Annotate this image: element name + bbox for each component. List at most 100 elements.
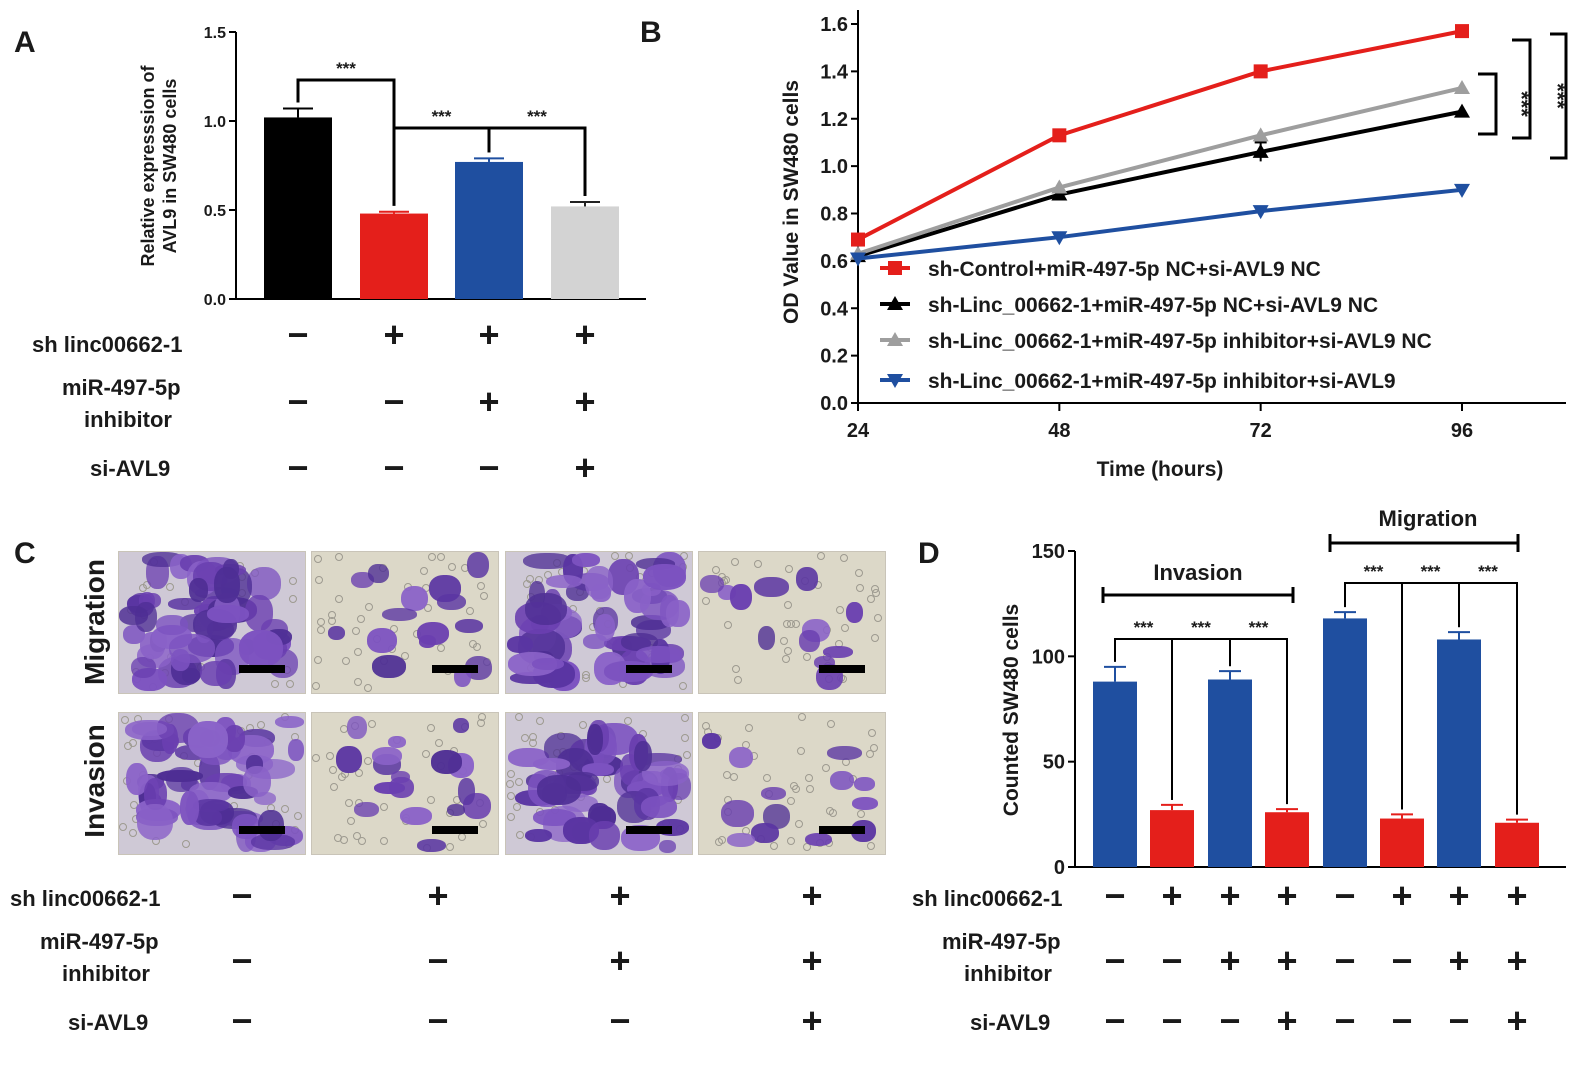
membrane-pore	[712, 566, 720, 574]
panel-b-series-line	[857, 187, 1463, 261]
membrane-pore	[829, 809, 837, 817]
stained-cell	[239, 630, 283, 667]
scale-bar	[819, 665, 865, 673]
stained-cell	[388, 736, 406, 748]
stained-cell	[643, 564, 686, 590]
membrane-pore	[294, 812, 302, 820]
panel-b-xtick-label: 24	[847, 420, 870, 442]
stained-cell	[419, 635, 436, 648]
membrane-pore	[754, 560, 762, 568]
panel-a-sign-mir: +	[478, 381, 499, 422]
membrane-pore	[480, 592, 488, 600]
panel-d-row-label-si: si-AVL9	[970, 1010, 1050, 1035]
panel-a-chart: 0.0 0.5 1.0 1.5 *** *** *** Relative expresssi…	[32, 25, 646, 488]
stained-cell	[157, 770, 203, 782]
membrane-pore	[840, 554, 848, 562]
panel-d-plot: 0 50 100 150 *** *** *** *** *** *** Invasion Migra…	[1032, 506, 1566, 879]
stained-cell	[374, 782, 405, 794]
panel-a-bar	[455, 161, 523, 299]
membrane-pore	[866, 750, 874, 758]
stained-cell	[140, 632, 165, 659]
membrane-pore	[529, 739, 537, 747]
panel-b-data-point	[851, 232, 865, 247]
membrane-pore	[770, 842, 778, 850]
stained-cell	[546, 575, 582, 588]
membrane-pore	[289, 595, 297, 603]
stained-cell	[180, 791, 199, 825]
membrane-pore	[515, 778, 523, 786]
panel-d-significance-label: ***	[1191, 618, 1211, 637]
panel-b-ytick-label: 0.0	[820, 393, 848, 415]
stained-cell	[827, 746, 862, 760]
panel-c-sign-mir: −	[231, 940, 252, 981]
panel-a-sign-si: +	[574, 447, 595, 488]
microscopy-image-invasion	[505, 712, 693, 855]
stained-cell	[382, 608, 417, 621]
microscopy-image-invasion	[698, 712, 886, 855]
panel-d-sign-sh: +	[1276, 875, 1297, 916]
membrane-pore	[734, 676, 742, 684]
panel-d-sign-mir: −	[1161, 940, 1182, 981]
stained-cell	[372, 747, 402, 765]
panel-b-xtick-label: 72	[1250, 420, 1272, 442]
membrane-pore	[513, 803, 521, 811]
panel-d-sign-sh: +	[1506, 875, 1527, 916]
panel-d-bar	[1150, 810, 1194, 867]
membrane-pore	[780, 637, 788, 645]
panel-a-plot: 0.0 0.5 1.0 1.5 *** *** ***	[204, 25, 646, 309]
panel-d-bar	[1093, 681, 1137, 867]
panel-d-sign-mir: +	[1506, 940, 1527, 981]
panel-c-row-label-mir-1: miR-497-5p	[40, 929, 159, 954]
microscopy-image-migration	[311, 551, 499, 694]
membrane-pore	[526, 575, 534, 583]
panel-d-sign-sh: −	[1104, 875, 1125, 916]
panel-d-sign-si: −	[1161, 1000, 1182, 1041]
panel-d-sign-sh: −	[1334, 875, 1355, 916]
scale-bar	[239, 826, 285, 834]
panel-a-sign-sh: −	[287, 314, 308, 355]
membrane-pore	[401, 652, 409, 660]
membrane-pore	[182, 840, 190, 848]
panel-c-sign-mir: −	[427, 940, 448, 981]
stained-cell	[275, 716, 304, 728]
stained-cell	[467, 552, 489, 578]
membrane-pore	[448, 563, 456, 571]
panel-d-sign-si: −	[1219, 1000, 1240, 1041]
membrane-pore	[507, 792, 515, 800]
panel-a-sign-sh: +	[574, 314, 595, 355]
stained-cell	[727, 833, 755, 847]
stained-cell	[429, 575, 461, 602]
membrane-pore	[731, 558, 739, 566]
stained-cell	[572, 553, 600, 567]
panel-a-row-label-si: si-AVL9	[90, 456, 170, 481]
membrane-pore	[798, 713, 806, 721]
scale-bar	[626, 826, 672, 834]
stained-cell	[207, 605, 249, 623]
microscopy-image-invasion	[118, 712, 306, 855]
stained-cell	[417, 839, 446, 852]
panel-a-ylabel-line1: Relative expresssion of	[138, 64, 158, 266]
microscopy-image-migration	[118, 551, 306, 694]
membrane-pore	[338, 773, 346, 781]
panel-d-bar	[1380, 818, 1424, 867]
panel-d-group-bracket-migration	[1328, 534, 1520, 552]
membrane-pore	[437, 553, 445, 561]
membrane-pore	[312, 754, 320, 762]
panel-c-row-label-sh: sh linc00662-1	[10, 886, 160, 911]
panel-a-sign-mir: −	[287, 381, 308, 422]
panel-b-legend-label: sh-Linc_00662-1+miR-497-5p inhibitor+si-…	[928, 370, 1396, 393]
panel-c-row-label-invasion: Invasion	[79, 724, 110, 838]
membrane-pore	[317, 618, 325, 626]
panel-d-ytick-label: 150	[1032, 541, 1065, 563]
stained-cell	[182, 668, 200, 683]
stained-cell	[666, 600, 690, 627]
panel-c-sign-mir: +	[609, 940, 630, 981]
panel-a-sign-sh: +	[478, 314, 499, 355]
panel-b-legend-marker	[887, 296, 903, 310]
stained-cell	[805, 833, 832, 846]
panel-b-legend-marker	[887, 332, 903, 346]
membrane-pore	[380, 803, 388, 811]
panel-d-sign-mir: +	[1448, 940, 1469, 981]
panel-b-data-point	[1051, 179, 1068, 194]
stained-cell	[189, 782, 232, 803]
